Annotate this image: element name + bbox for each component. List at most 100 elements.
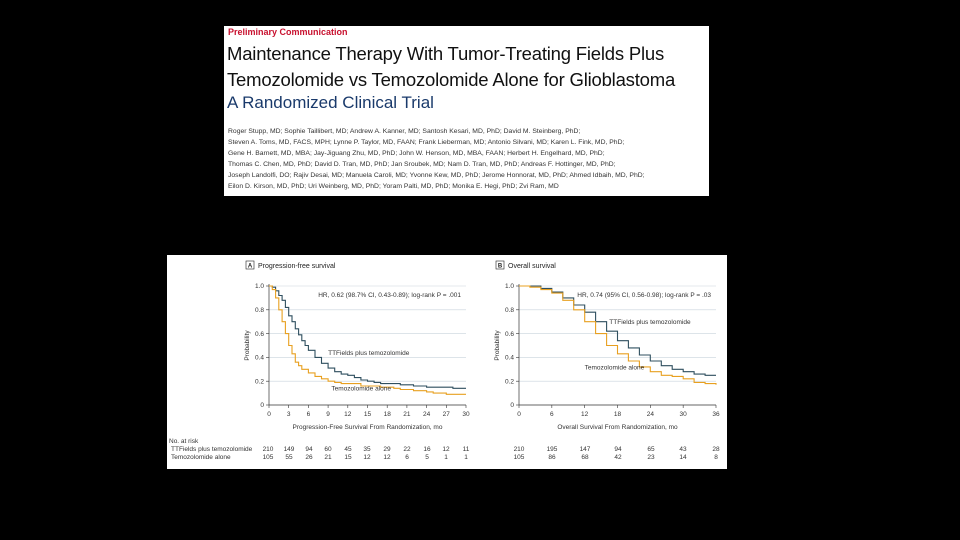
- hazard-ratio-annotation: HR, 0.74 (95% CI, 0.56-0.98); log-rank P…: [577, 292, 711, 299]
- panel-letter-box: [245, 260, 255, 270]
- survival-curve: [519, 285, 717, 385]
- risk-count: 1: [444, 454, 448, 461]
- y-tick-label: 0.4: [255, 355, 264, 362]
- y-tick-label: 0.2: [255, 378, 264, 385]
- risk-count: 60: [324, 446, 332, 453]
- y-tick-label: 0: [510, 402, 514, 409]
- risk-count: 105: [514, 454, 525, 461]
- risk-count: 149: [284, 446, 295, 453]
- x-tick-label: 0: [517, 411, 521, 418]
- risk-count: 8: [714, 454, 718, 461]
- risk-count: 12: [442, 446, 450, 453]
- article-title-line-1: Maintenance Therapy With Tumor-Treating …: [227, 43, 665, 64]
- series-label: Temozolomide alone: [585, 364, 645, 371]
- x-tick-label: 36: [712, 411, 720, 418]
- risk-count: 5: [425, 454, 429, 461]
- risk-count: 1: [464, 454, 468, 461]
- series-label: Temozolomide alone: [331, 386, 391, 393]
- risk-count: 21: [324, 454, 332, 461]
- author-line: Eilon D. Kirson, MD, PhD; Uri Weinberg, …: [228, 183, 559, 190]
- panel-letter-box: [495, 260, 505, 270]
- survival-curve: [519, 285, 716, 376]
- risk-count: 23: [647, 454, 655, 461]
- author-line: Steven A. Toms, MD, FACS, MPH; Lynne P. …: [228, 139, 625, 146]
- x-tick-label: 15: [364, 411, 372, 418]
- y-tick-label: 0.2: [505, 378, 514, 385]
- risk-count: 15: [344, 454, 352, 461]
- series-label: TTFields plus temozolomide: [328, 350, 410, 357]
- risk-count: 12: [383, 454, 391, 461]
- risk-count: 45: [344, 446, 352, 453]
- y-tick-label: 0.6: [255, 331, 264, 338]
- risk-count: 26: [305, 454, 313, 461]
- y-tick-label: 0.8: [255, 307, 264, 314]
- y-axis-label: Probability: [494, 330, 501, 361]
- risk-count: 195: [547, 446, 558, 453]
- panel-letter: A: [248, 264, 253, 270]
- x-tick-label: 12: [344, 411, 352, 418]
- hazard-ratio-annotation: HR, 0.62 (98.7% CI, 0.43-0.89); log-rank…: [318, 292, 461, 299]
- risk-count: 29: [383, 446, 391, 453]
- x-axis-label: Overall Survival From Randomization, mo: [557, 424, 678, 431]
- risk-row-label: Temozolomide alone: [171, 454, 231, 461]
- x-tick-label: 12: [581, 411, 589, 418]
- x-tick-label: 3: [287, 411, 291, 418]
- y-tick-label: 0.4: [505, 355, 514, 362]
- risk-count: 11: [463, 446, 470, 453]
- x-tick-label: 0: [267, 411, 271, 418]
- panel-title: Overall survival: [508, 263, 556, 270]
- author-line: Joseph Landolfi, DO; Rajiv Desai, MD; Ma…: [228, 172, 645, 179]
- risk-table-header: No. at risk: [169, 438, 199, 445]
- author-line: Roger Stupp, MD; Sophie Taillibert, MD; …: [228, 128, 581, 135]
- risk-count: 14: [679, 454, 687, 461]
- risk-count: 43: [679, 446, 687, 453]
- risk-count: 28: [712, 446, 720, 453]
- y-tick-label: 1.0: [255, 283, 264, 290]
- article-title-line-2: Temozolomide vs Temozolomide Alone for G…: [227, 69, 676, 90]
- risk-count: 42: [614, 454, 622, 461]
- x-tick-label: 24: [423, 411, 431, 418]
- y-tick-label: 1.0: [505, 283, 514, 290]
- risk-count: 86: [548, 454, 556, 461]
- article-type-label: Preliminary Communication: [228, 27, 348, 37]
- risk-count: 94: [614, 446, 622, 453]
- x-tick-label: 24: [647, 411, 655, 418]
- risk-count: 105: [263, 454, 274, 461]
- risk-count: 210: [514, 446, 525, 453]
- series-label: TTFields plus temozolomide: [609, 319, 691, 326]
- x-tick-label: 6: [307, 411, 311, 418]
- article-subtitle: A Randomized Clinical Trial: [227, 93, 434, 112]
- risk-count: 147: [580, 446, 591, 453]
- y-tick-label: 0.6: [505, 331, 514, 338]
- panel-letter: B: [498, 264, 503, 270]
- x-tick-label: 21: [403, 411, 411, 418]
- panel-title: Progression-free survival: [258, 263, 336, 270]
- survival-curve: [269, 285, 466, 389]
- x-tick-label: 30: [680, 411, 688, 418]
- risk-count: 68: [581, 454, 589, 461]
- risk-count: 22: [403, 446, 411, 453]
- survival-figure: No. at risk TTFields plus temozolomide Tem…: [167, 255, 727, 469]
- risk-count: 65: [647, 446, 655, 453]
- survival-curve: [269, 285, 466, 395]
- article-header: Preliminary Communication Maintenance Th…: [224, 26, 709, 196]
- y-tick-label: 0.8: [505, 307, 514, 314]
- y-axis-label: Probability: [244, 330, 251, 361]
- y-tick-label: 0: [260, 402, 264, 409]
- author-line: Thomas C. Chen, MD, PhD; David D. Tran, …: [228, 161, 616, 168]
- risk-row-label: TTFields plus temozolomide: [171, 446, 253, 453]
- risk-count: 94: [305, 446, 313, 453]
- risk-count: 35: [363, 446, 371, 453]
- risk-count: 6: [405, 454, 409, 461]
- x-tick-label: 27: [443, 411, 451, 418]
- risk-count: 12: [363, 454, 371, 461]
- x-tick-label: 6: [550, 411, 554, 418]
- x-tick-label: 18: [614, 411, 622, 418]
- author-line: Gene H. Barnett, MD, MBA; Jay-Jiguang Zh…: [228, 150, 605, 157]
- x-tick-label: 18: [384, 411, 392, 418]
- risk-count: 55: [285, 454, 293, 461]
- x-tick-label: 30: [462, 411, 470, 418]
- risk-count: 210: [263, 446, 274, 453]
- x-tick-label: 9: [326, 411, 330, 418]
